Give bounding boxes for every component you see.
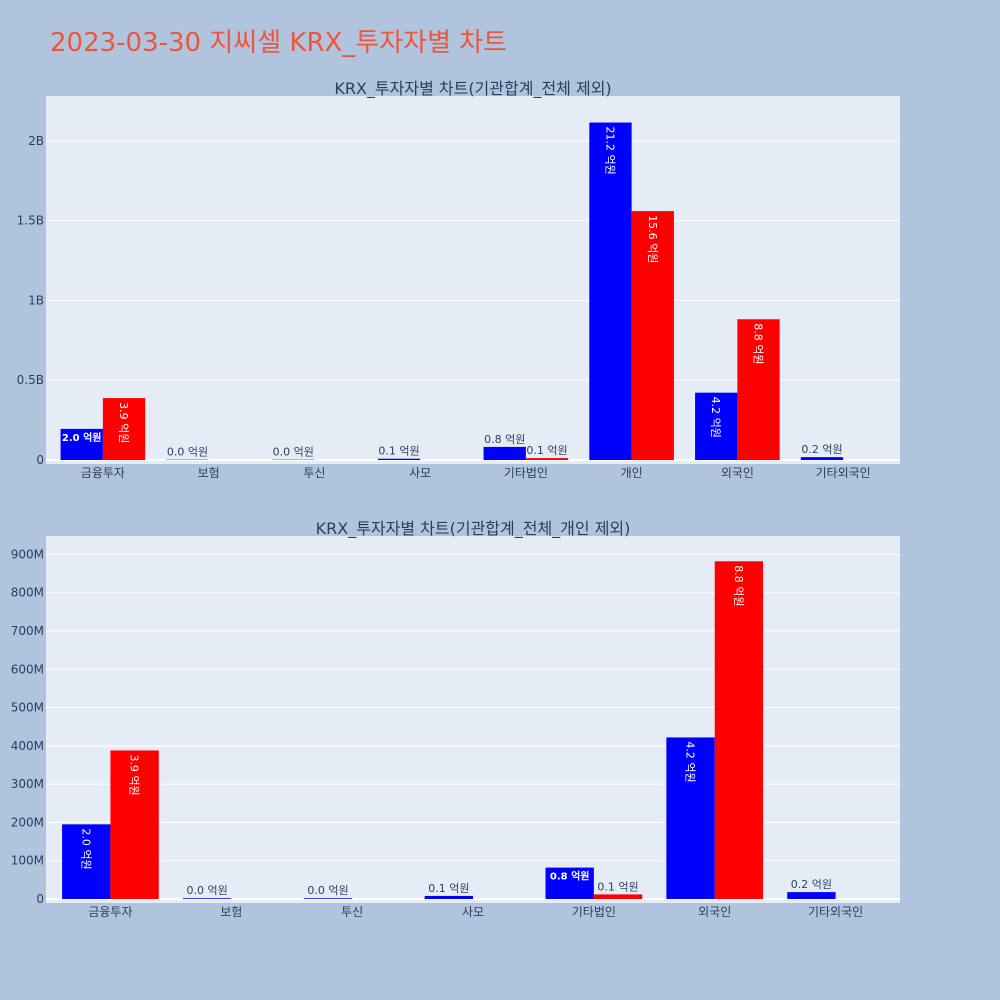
bar (666, 737, 715, 899)
bar (545, 867, 594, 899)
x-tick-label: 기타외국인 (816, 466, 871, 480)
data-label: 21.2 억원 (603, 127, 616, 175)
data-label: 2.0 억원 (79, 828, 92, 869)
y-tick-label: 900M (11, 547, 44, 561)
data-label: 0.1 억원 (428, 882, 469, 895)
x-tick-label: 기타외국인 (808, 905, 863, 919)
bar (737, 319, 780, 460)
chart-upper: 0 0.5B 1B 1.5B 2B KRX_투자자별 차트(기관합계_전체 제외) 금융투자… (17, 79, 900, 480)
bar (525, 458, 569, 460)
x-tick-label: 보험 (198, 466, 220, 480)
y-tick-label: 800M (11, 586, 44, 600)
data-label: 3.9 억원 (117, 402, 130, 443)
y-tick-label: 600M (11, 662, 44, 676)
data-label: 0.0 억원 (186, 884, 227, 897)
x-tick-label: 투신 (341, 905, 363, 919)
data-label: 4.2 억원 (684, 741, 697, 782)
data-label: 0.8 억원 (484, 433, 525, 446)
bar (787, 892, 836, 899)
bar (483, 446, 526, 460)
y-tick-label: 700M (11, 624, 44, 638)
data-label: 0.2 억원 (801, 443, 842, 456)
y-tick-label: 0 (36, 892, 44, 906)
y-tick-label: 0.5B (17, 373, 44, 387)
y-tick-label: 400M (11, 739, 44, 753)
y-tick-label: 0 (36, 453, 44, 467)
bar (800, 457, 844, 460)
page-title: 2023-03-30 지씨셀 KRX_투자자별 차트 (50, 28, 508, 58)
bar (695, 392, 738, 460)
bar (631, 211, 674, 460)
data-label: 4.2 억원 (709, 397, 722, 438)
data-label: 0.8 억원 (550, 870, 590, 883)
bar (593, 894, 643, 899)
data-label: 0.0 억원 (273, 446, 314, 459)
x-tick-label: 기타법인 (572, 905, 616, 919)
bar (110, 750, 159, 899)
x-tick-label: 외국인 (698, 905, 731, 919)
data-label: 0.1 억원 (597, 880, 638, 893)
data-label: 2.0 억원 (62, 431, 102, 444)
bar (102, 398, 146, 460)
bar (60, 428, 103, 460)
bar (303, 898, 353, 899)
bar (377, 458, 421, 460)
x-tick-label: 투신 (303, 466, 325, 480)
bar (424, 895, 473, 899)
x-tick-label: 금융투자 (81, 466, 125, 480)
x-tick-label: 기타법인 (504, 466, 548, 480)
chart-lower: 0 100M 200M 300M 400M 500M 600M 700M 800M 900M KRX… (11, 519, 900, 919)
y-tick-label: 100M (11, 854, 44, 868)
data-label: 0.0 억원 (307, 884, 348, 897)
bar (62, 824, 111, 899)
data-label: 8.8 억원 (732, 565, 745, 606)
bar (182, 898, 232, 899)
bar (714, 561, 764, 899)
bar (589, 122, 632, 460)
data-label: 8.8 억원 (752, 323, 765, 364)
y-tick-label: 2B (28, 134, 44, 148)
data-label: 0.1 억원 (378, 445, 419, 458)
x-tick-label: 개인 (621, 466, 643, 480)
y-tick-label: 1.5B (17, 214, 44, 228)
chart-title: KRX_투자자별 차트(기관합계_전체 제외) (334, 79, 611, 99)
data-label: 0.0 억원 (167, 446, 208, 459)
data-label: 0.1 억원 (526, 444, 567, 457)
data-label: 3.9 억원 (128, 754, 141, 795)
y-tick-label: 500M (11, 701, 44, 715)
x-tick-label: 보험 (220, 905, 242, 919)
x-tick-label: 금융투자 (88, 905, 132, 919)
y-tick-label: 200M (11, 815, 44, 829)
y-tick-label: 1B (28, 293, 44, 307)
chart-title: KRX_투자자별 차트(기관합계_전체_개인 제외) (316, 519, 631, 539)
y-tick-label: 300M (11, 777, 44, 791)
x-tick-label: 사모 (462, 905, 484, 919)
x-tick-label: 사모 (409, 466, 431, 480)
data-label: 0.2 억원 (791, 878, 832, 891)
x-tick-label: 외국인 (721, 466, 754, 480)
data-label: 15.6 억원 (646, 215, 659, 263)
plot-area (46, 536, 900, 903)
